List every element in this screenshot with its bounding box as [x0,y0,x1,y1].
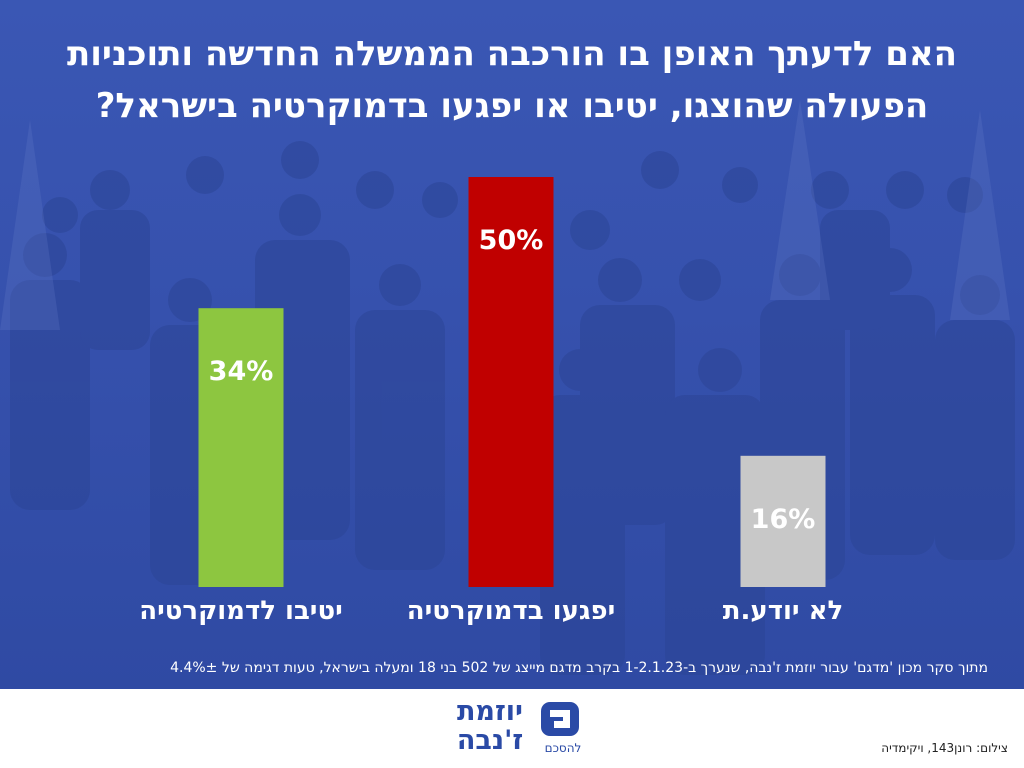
bar-value-label-2: 50% [478,225,544,256]
category-label-3: לא יודע.ת [722,596,844,626]
logo-mark-icon [541,702,579,736]
photo-credit: צילום: רונן143, ויקימדיה [881,741,1008,755]
bar-2 [468,177,554,587]
category-label-1: יטיבו לדמוקרטיה [139,596,343,626]
logo-name-line-1: יוזמת [456,696,523,727]
bar-3 [740,455,826,587]
bar-1 [198,308,284,587]
logo-name: יוזמת ז'נבה [445,697,535,755]
source-note: מתוך סקר מכון 'מדגם' עבור יוזמת ז'נבה, ש… [170,660,988,676]
title-line-2: הפעולה שהוצגו, יטיבו או יפגעו בדמוקרטיה … [95,86,929,126]
footer: יוזמת ז'נבה להסכם צילום: רונן143, ויקימד… [0,689,1024,768]
logo-slogan: להסכם [544,741,582,755]
chart-title: האם לדעתך האופן בו הורכבה הממשלה החדשה ו… [20,28,1004,132]
bar-value-label-3: 16% [750,503,816,535]
logo-name-line-2: ז'נבה [456,725,524,756]
background-photo: האם לדעתך האופן בו הורכבה הממשלה החדשה ו… [0,0,1024,689]
title-line-1: האם לדעתך האופן בו הורכבה הממשלה החדשה ו… [66,34,958,74]
bar-value-label-1: 34% [208,356,274,388]
geneva-initiative-logo: יוזמת ז'נבה להסכם [445,697,595,761]
category-label-2: יפגעו בדמוקרטיה [406,596,616,626]
bar-chart [198,177,826,587]
